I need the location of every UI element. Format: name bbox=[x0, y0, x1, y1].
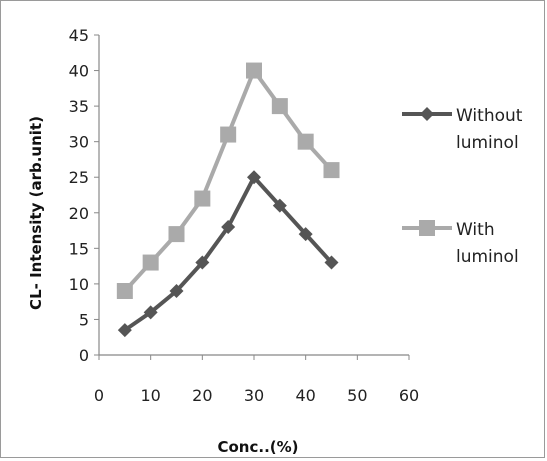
data-point bbox=[324, 255, 339, 270]
x-tick-label: 30 bbox=[244, 386, 264, 405]
data-point bbox=[221, 220, 236, 234]
data-point bbox=[271, 98, 288, 115]
y-tick-label: 45 bbox=[69, 26, 89, 45]
data-point bbox=[168, 226, 185, 243]
data-point bbox=[143, 305, 158, 320]
x-axis-title: Conc..(%) bbox=[217, 438, 298, 456]
data-point bbox=[323, 162, 340, 179]
y-tick-label: 40 bbox=[69, 62, 89, 81]
data-point bbox=[142, 254, 159, 271]
y-axis-ticks: 0 5 10 15 20 25 30 35 40 45 bbox=[69, 26, 99, 365]
y-tick-label: 0 bbox=[79, 346, 89, 365]
data-point bbox=[116, 283, 133, 299]
data-point bbox=[298, 227, 313, 242]
y-tick-label: 30 bbox=[69, 133, 89, 152]
legend-item: Without luminol bbox=[402, 106, 523, 153]
axes bbox=[98, 35, 409, 356]
y-axis-title: CL- Intensity (arb.unit) bbox=[27, 116, 45, 310]
series-with-luminol bbox=[116, 62, 340, 299]
legend-label: luminol bbox=[456, 247, 519, 267]
x-tick-label: 0 bbox=[94, 386, 104, 405]
data-point bbox=[246, 62, 262, 79]
y-tick-label: 10 bbox=[69, 275, 89, 294]
series-without-luminol bbox=[117, 170, 339, 338]
series-line bbox=[123, 175, 333, 332]
legend-item: With luminol bbox=[402, 220, 519, 267]
x-tick-label: 10 bbox=[140, 386, 160, 405]
x-tick-label: 60 bbox=[399, 386, 419, 405]
legend-label: With bbox=[456, 220, 495, 240]
legend: Without luminol With luminol bbox=[402, 106, 523, 267]
legend-marker bbox=[419, 220, 435, 236]
data-point bbox=[117, 323, 132, 338]
x-tick-label: 20 bbox=[192, 386, 212, 405]
x-axis-ticks: 0 10 20 30 40 50 60 bbox=[94, 355, 419, 405]
legend-label: luminol bbox=[456, 133, 519, 153]
legend-label: Without bbox=[456, 106, 523, 126]
y-tick-label: 35 bbox=[69, 97, 89, 116]
x-tick-label: 40 bbox=[295, 386, 315, 405]
data-point bbox=[272, 198, 287, 213]
x-tick-label: 50 bbox=[347, 386, 367, 405]
y-tick-label: 5 bbox=[79, 310, 89, 329]
data-point bbox=[169, 284, 184, 298]
y-tick-label: 25 bbox=[69, 168, 89, 187]
data-point bbox=[247, 170, 261, 185]
data-point bbox=[194, 190, 211, 207]
series-layer bbox=[116, 62, 340, 338]
y-tick-label: 20 bbox=[69, 204, 89, 223]
y-tick-label: 15 bbox=[69, 239, 89, 258]
data-point bbox=[297, 133, 314, 150]
data-point bbox=[195, 255, 210, 270]
legend-marker bbox=[420, 107, 434, 121]
data-point bbox=[220, 126, 237, 143]
